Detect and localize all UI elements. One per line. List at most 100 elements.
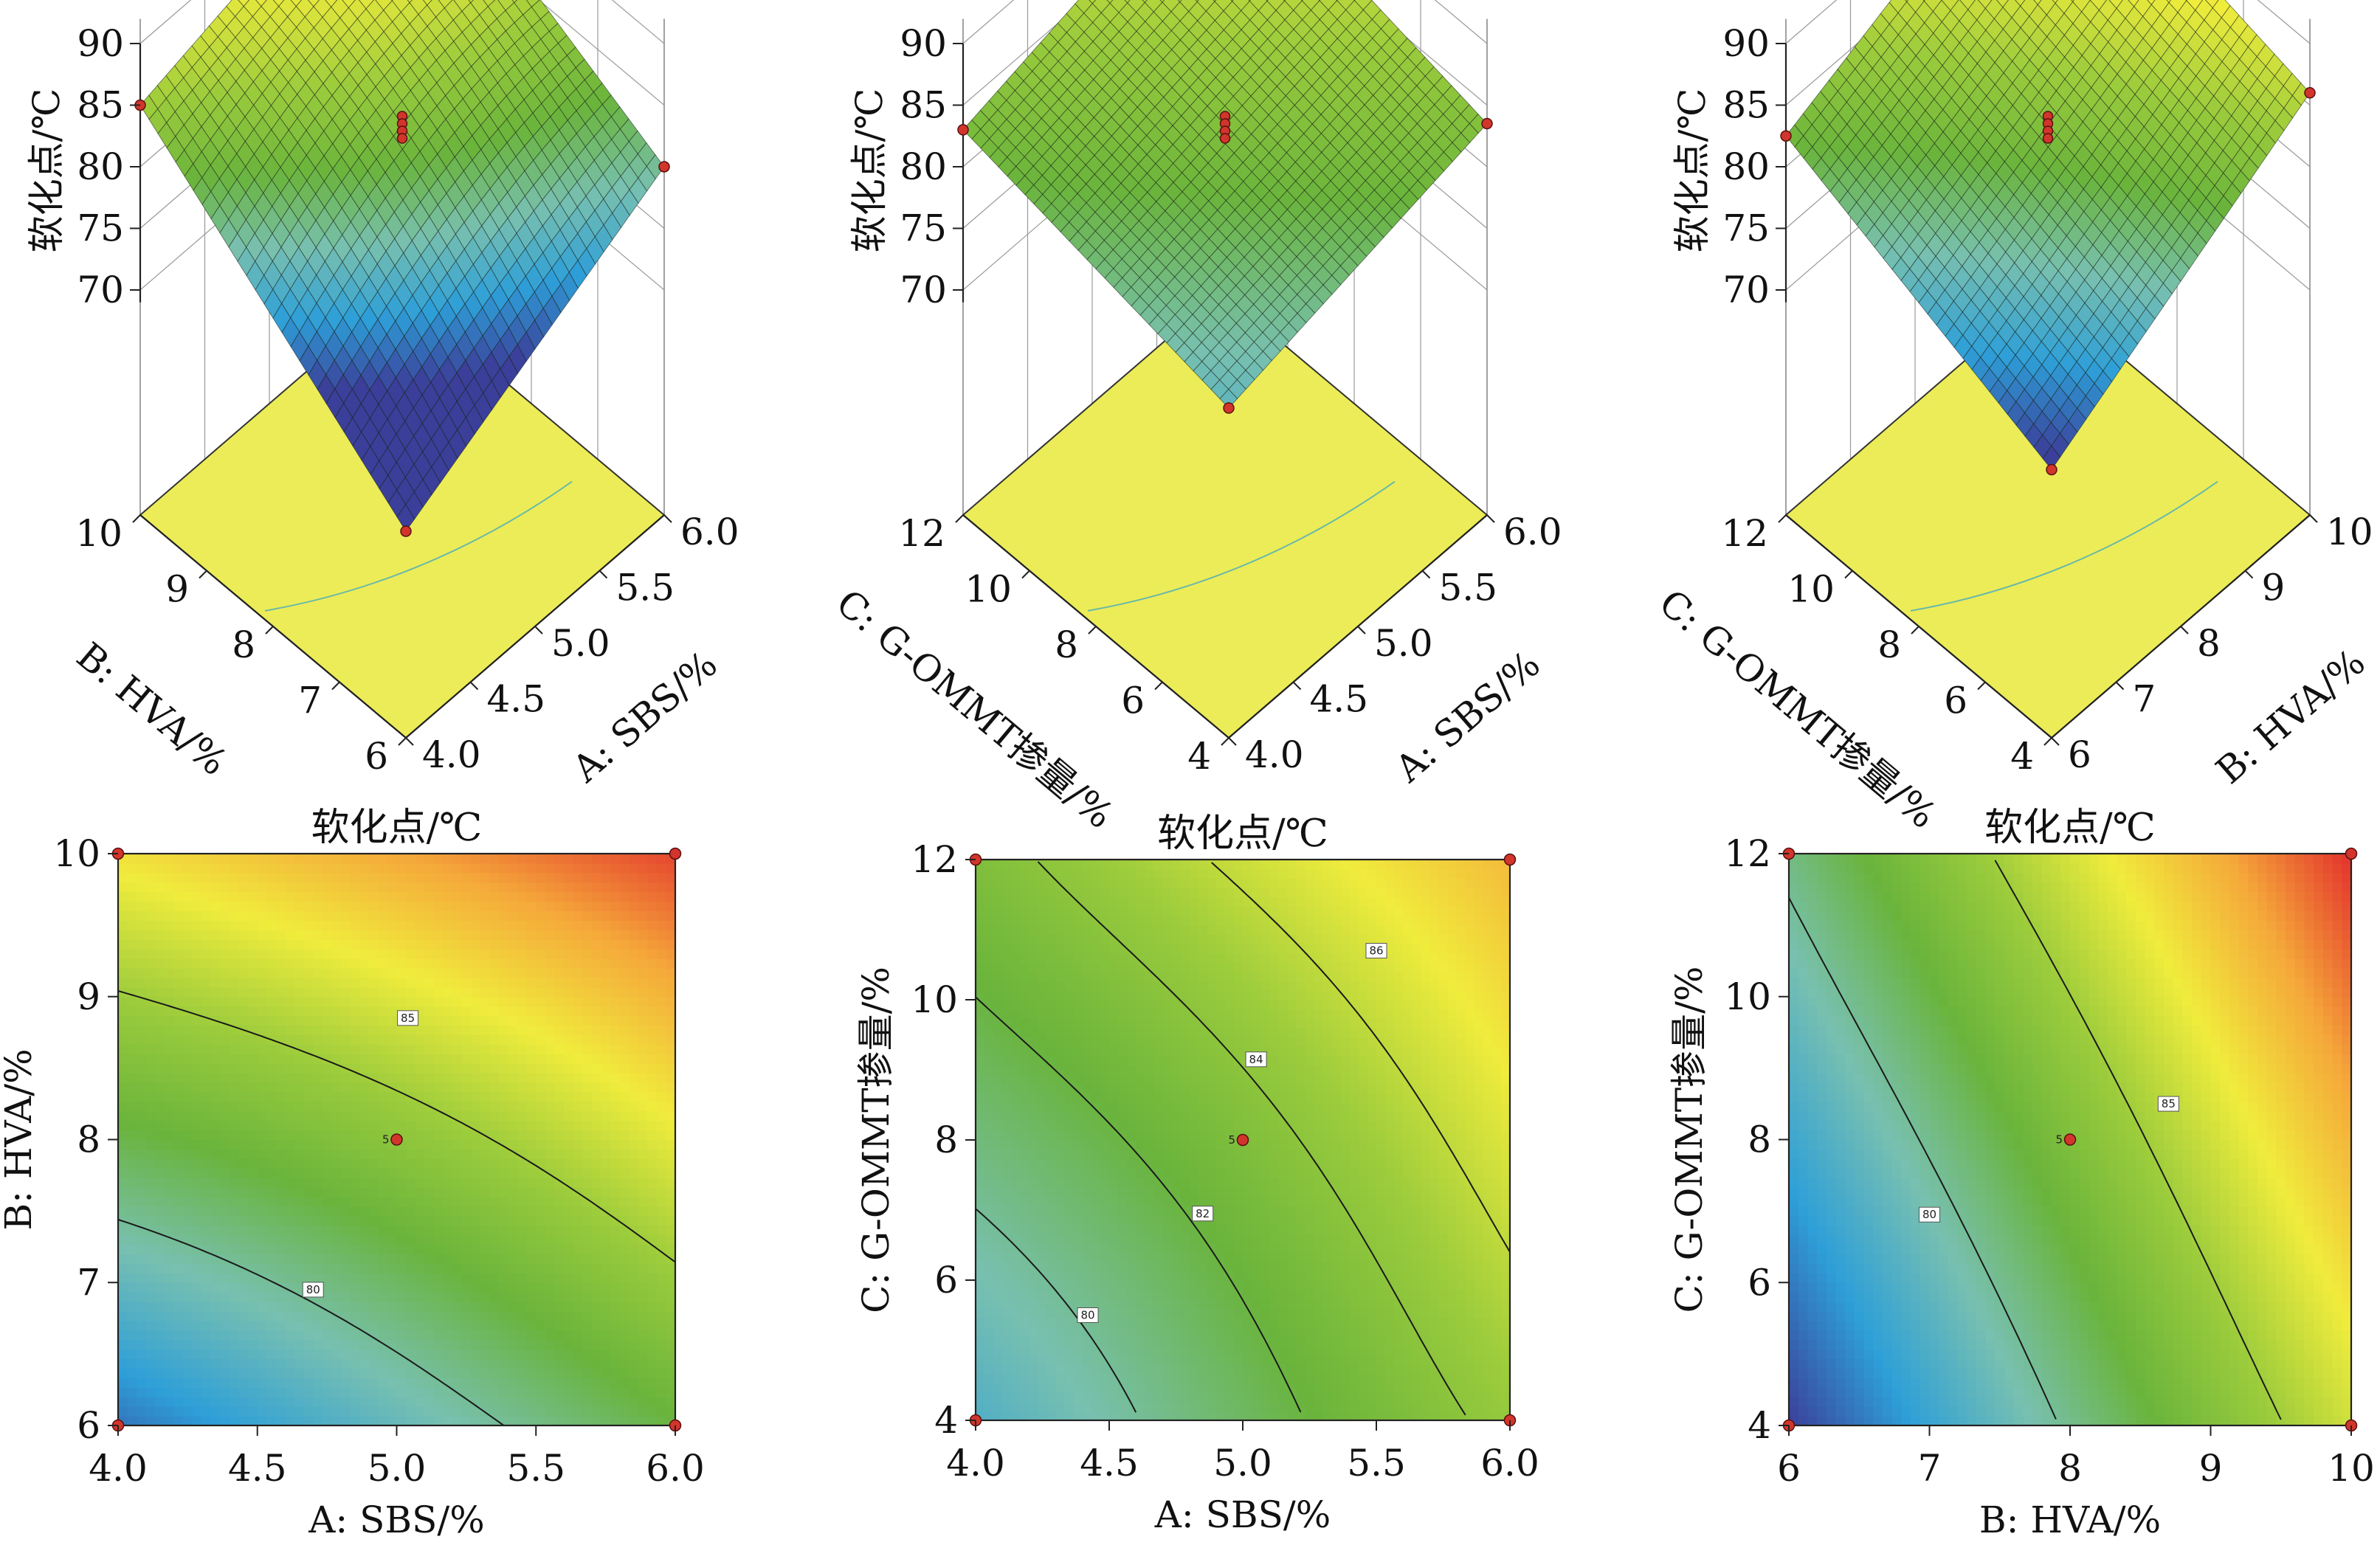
heatmap-cell [397,1359,407,1369]
heatmap-cell [248,1034,258,1045]
heatmap-cell [415,854,425,864]
heatmap-cell [258,892,267,902]
heatmap-cell [266,949,276,959]
heatmap-cell [165,911,174,922]
heatmap-cell [137,920,146,930]
heatmap-cell [128,1245,137,1255]
heatmap-cell [286,1130,295,1141]
heatmap-cell [359,1102,369,1112]
heatmap-cell [406,1034,415,1045]
heatmap-cell [351,1397,360,1407]
heatmap-cell [276,1111,286,1121]
heatmap-cell [415,1235,425,1245]
heatmap-cell [201,1026,211,1036]
heatmap-cell [165,949,174,959]
heatmap-cell [183,1340,193,1350]
heatmap-cell [155,1349,165,1360]
heatmap-cell [286,1111,295,1121]
heatmap-cell [406,1416,415,1426]
x-tick-label: 6.0 [1503,511,1562,553]
heatmap-cell [193,1168,202,1178]
heatmap-cell [211,1149,221,1159]
heatmap-cell [128,873,137,883]
heatmap-cell [201,892,211,902]
heatmap-cell [266,1206,276,1217]
heatmap-cell [118,1092,128,1102]
heatmap-cell [248,1397,258,1407]
heatmap-cell [128,958,137,969]
heatmap-cell [351,1178,360,1188]
y-tick-label: 12 [1721,512,1768,555]
heatmap-cell [331,1121,341,1131]
heatmap-cell [201,1359,211,1369]
heatmap-cell [369,1187,379,1197]
heatmap-cell [378,1006,387,1017]
heatmap-cell [351,930,360,940]
heatmap-cell [137,1016,146,1026]
heatmap-cell [378,1273,387,1283]
y-tick-label: 10 [965,568,1012,611]
heatmap-cell [230,911,239,922]
heatmap-cell [220,1187,230,1197]
heatmap-cell [415,1206,425,1217]
heatmap-cell [406,1282,415,1293]
heatmap-cell [128,1197,137,1207]
heatmap-cell [155,987,165,998]
heatmap-cell [174,1311,184,1321]
heatmap-cell [118,1063,128,1074]
heatmap-cell [258,1387,267,1397]
heatmap-cell [406,1140,415,1150]
heatmap-cell [193,1397,202,1407]
heatmap-cell [258,1178,267,1188]
heatmap-cell [146,1158,156,1169]
heatmap-cell [266,1197,276,1207]
heatmap-cell [322,1034,332,1045]
heatmap-cell [369,1263,379,1273]
heatmap-cell [248,1149,258,1159]
heatmap-cell [118,1034,128,1045]
heatmap-cell [397,1197,407,1207]
heatmap-cell [276,939,286,950]
heatmap-cell [276,920,286,930]
heatmap-cell [118,1273,128,1283]
heatmap-cell [341,1102,351,1112]
heatmap-cell [220,949,230,959]
heatmap-cell [304,1206,314,1217]
heatmap-cell [359,1378,369,1388]
heatmap-cell [174,1130,184,1141]
heatmap-cell [434,1130,444,1141]
heatmap-cell [248,1178,258,1188]
heatmap-cell [201,1340,211,1350]
heatmap-cell [286,1302,295,1312]
heatmap-cell [183,854,193,864]
heatmap-cell [415,1321,425,1331]
heatmap-cell [304,1340,314,1350]
heatmap-cell [294,1140,304,1150]
heatmap-cell [397,1282,407,1293]
heatmap-cell [331,1387,341,1397]
heatmap-cell [406,1321,415,1331]
heatmap-cell [313,882,322,893]
heatmap-cell [331,930,341,940]
heatmap-cell [313,1273,322,1283]
heatmap-cell [183,1121,193,1131]
heatmap-cell [137,949,146,959]
heatmap-cell [193,911,202,922]
heatmap-cell [387,1254,397,1265]
heatmap-cell [258,1311,267,1321]
heatmap-cell [248,1245,258,1255]
heatmap-cell [406,1187,415,1197]
heatmap-cell [434,1387,444,1397]
heatmap-cell [276,1044,286,1054]
heatmap-cell [369,978,379,988]
z-tick-label: 75 [1722,207,1770,250]
heatmap-cell [183,1130,193,1141]
heatmap-cell [359,1349,369,1360]
heatmap-cell [230,949,239,959]
heatmap-cell [369,1006,379,1017]
heatmap-cell [406,1330,415,1341]
heatmap-cell [397,1387,407,1397]
heatmap-cell [424,1321,434,1331]
heatmap-cell [304,987,314,998]
heatmap-cell [137,1369,146,1379]
